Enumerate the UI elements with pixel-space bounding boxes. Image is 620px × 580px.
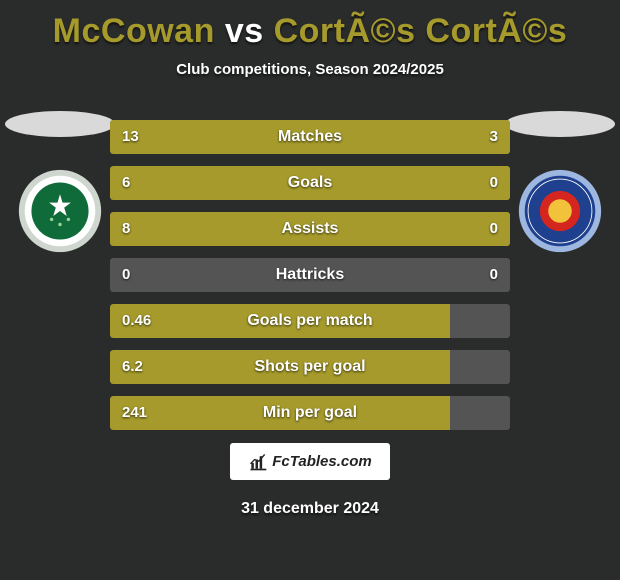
side-left — [0, 105, 120, 253]
player-silhouette-right — [505, 111, 615, 137]
stat-label: Min per goal — [110, 396, 510, 430]
stat-row: 80Assists — [110, 212, 510, 246]
stat-row: 00Hattricks — [110, 258, 510, 292]
stat-label: Goals — [110, 166, 510, 200]
watermark-text: FcTables.com — [272, 453, 371, 470]
chart-icon — [248, 452, 268, 472]
crest-left-svg — [18, 169, 102, 253]
club-crest-right — [518, 169, 602, 253]
infographic-date: 31 december 2024 — [0, 500, 620, 518]
stat-row: 133Matches — [110, 120, 510, 154]
title-player2: CortÃ©s CortÃ©s — [274, 12, 568, 50]
stat-row: 6.2Shots per goal — [110, 350, 510, 384]
subtitle: Club competitions, Season 2024/2025 — [0, 61, 620, 78]
stat-label: Hattricks — [110, 258, 510, 292]
stat-label: Matches — [110, 120, 510, 154]
club-crest-left — [18, 169, 102, 253]
stat-label: Assists — [110, 212, 510, 246]
player-silhouette-left — [5, 111, 115, 137]
stat-bars: 133Matches 60Goals 80Assists 00Hattricks 0.4… — [110, 120, 510, 442]
comparison-infographic: McCowan vs CortÃ©s CortÃ©s Club competit… — [0, 0, 620, 580]
page-title: McCowan vs CortÃ©s CortÃ©s — [0, 0, 620, 51]
watermark: FcTables.com — [230, 443, 390, 480]
stat-row: 0.46Goals per match — [110, 304, 510, 338]
title-player1: McCowan — [53, 12, 215, 50]
stat-row: 241Min per goal — [110, 396, 510, 430]
stat-label: Shots per goal — [110, 350, 510, 384]
stat-label: Goals per match — [110, 304, 510, 338]
side-right — [500, 105, 620, 253]
crest-right-svg — [518, 169, 602, 253]
title-vs: vs — [225, 12, 264, 50]
stat-row: 60Goals — [110, 166, 510, 200]
